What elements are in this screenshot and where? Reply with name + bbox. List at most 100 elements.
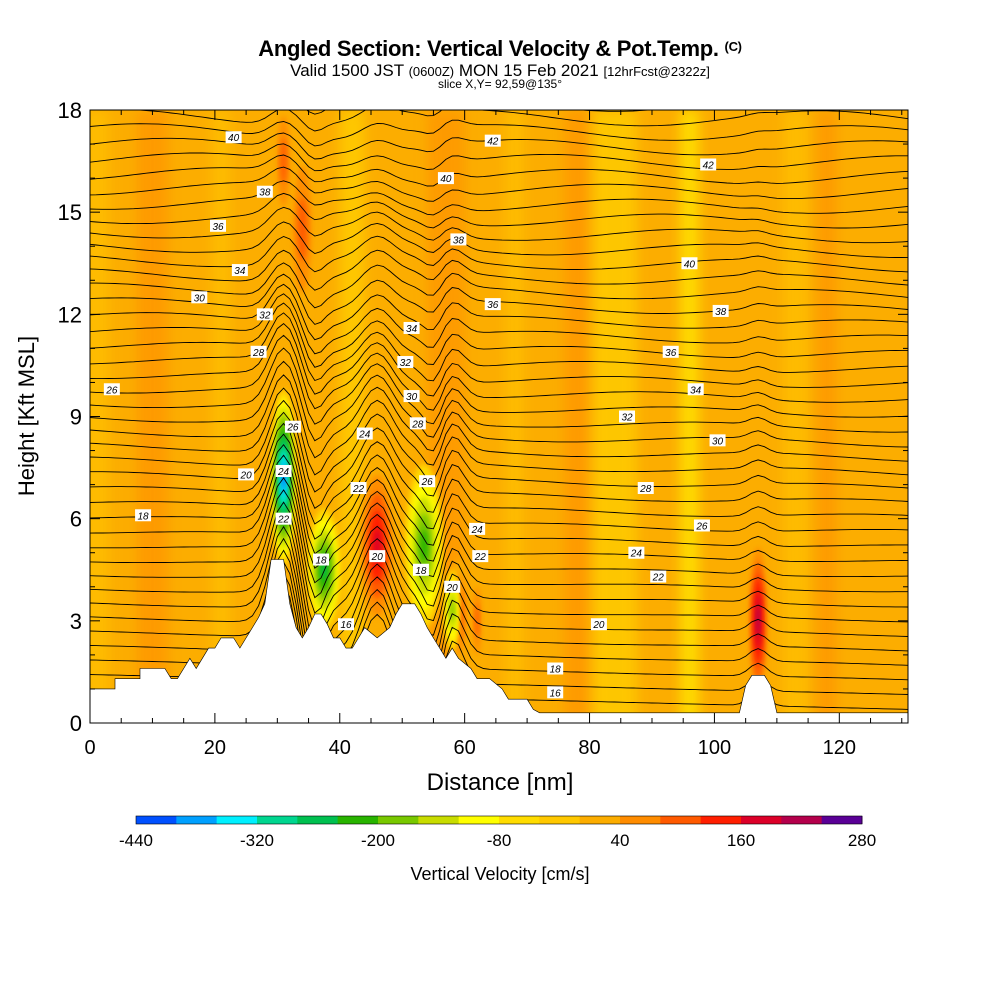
contour-label: 20 [238,468,255,481]
contour-label: 26 [103,383,120,396]
contour-label: 36 [210,219,227,233]
contour-label-text: 40 [228,133,240,144]
contour-label-text: 24 [471,525,484,536]
contour-label-text: 42 [487,137,499,148]
colorbar-tick-label: 280 [848,831,876,850]
isentrope-line [90,192,908,229]
contour-label: 24 [628,546,645,560]
contour-label: 22 [350,482,367,495]
contour-label-bg [472,550,489,563]
contour-label: 38 [256,185,273,199]
contour-label-bg [231,264,248,277]
contour-label-text: 34 [690,385,702,396]
isentrope-line [90,513,908,646]
colorbar-swatch [176,816,218,824]
cell-level [420,529,428,563]
colorbar-swatch [700,816,742,824]
contour-label-bg [250,345,267,358]
x-tick-label: 20 [204,737,226,759]
contour-label-bg [275,512,292,525]
isentrope-line [90,54,908,83]
contour-label-bg [313,553,330,566]
y-tick-label: 18 [58,98,82,123]
colorbar-tick-label: 160 [727,831,755,850]
x-tick-label: 80 [578,737,600,759]
contour-label-bg [409,417,426,430]
isentrope-line [90,283,908,341]
colorbar-tick-label: -320 [240,831,274,850]
contour-label-text: 36 [212,222,224,233]
contour-label-text: 42 [703,160,715,171]
contour-label-bg [712,304,729,317]
contour-label-text: 26 [286,423,299,434]
isentrope-line [90,477,908,599]
y-tick-label: 15 [58,200,82,225]
isentrope-line [90,525,908,662]
colorbar-swatch [539,816,581,824]
colorbar-swatch [660,816,702,824]
isentrope-line [90,399,908,493]
contour-label: 42 [484,134,501,148]
contour-label-bg [484,134,501,147]
contour-label: 20 [369,550,386,563]
contour-label: 24 [356,427,373,441]
contour-label-bg [238,468,255,481]
isentrope-line [90,443,908,555]
contour-label-bg [700,158,717,171]
contour-label: 28 [250,345,267,359]
contour-label: 22 [275,512,292,526]
contour-label-bg [444,580,461,593]
contour-label: 18 [412,563,429,577]
colorbar-swatch [620,816,661,824]
contour-label-bg [403,321,420,334]
contour-label-text: 26 [421,477,434,488]
contour-label: 34 [403,321,420,335]
isentrope-line [90,110,908,132]
isentrope-line [90,119,908,147]
colorbar-tick-label: 40 [611,831,630,850]
contour-label: 26 [284,420,301,434]
contour-label: 18 [547,662,564,676]
contour-label-bg [191,291,208,304]
isentrope-line [90,323,908,397]
isentrope-line [90,143,908,172]
contour-label-text: 18 [315,556,327,567]
colorbar-swatch [781,816,823,824]
colorbar-tick-label: -200 [361,831,395,850]
contour-label-bg [225,131,242,144]
colorbar-swatch [741,816,782,824]
contour-label-bg [412,563,429,576]
contour-label-text: 26 [695,521,708,532]
contour-label: 42 [700,158,717,171]
isentrope-line [90,70,908,97]
contour-label-bg [256,185,273,198]
x-tick-label: 100 [698,737,731,759]
chart-title: Angled Section: Vertical Velocity & Pot.… [258,36,742,61]
contour-label-text: 28 [639,484,652,495]
isentrope-line [90,411,908,509]
contour-label: 36 [662,345,679,359]
contour-label-text: 38 [259,188,271,199]
contour-label-text: 28 [252,348,265,359]
contour-label-bg [275,464,292,477]
contour-label-text: 34 [406,324,418,335]
potential-temperature-contours [90,54,908,723]
contour-label-bg [284,420,301,433]
colorbar: -440 -320 -200 -80 40 160 280 [119,815,876,850]
isentrope-line [90,433,908,540]
contour-label: 18 [135,509,152,522]
updraft-cell [274,110,293,230]
contour-label: 18 [313,553,330,567]
valid-date: MON 15 Feb 2021 [458,61,599,80]
isentrope-line [90,454,908,569]
isentrope-line [90,387,908,476]
field-band [783,110,809,723]
contour-label-text: 22 [352,484,365,495]
isentrope-line [90,249,908,291]
isentrope-line [90,347,908,425]
contour-label: 16 [338,618,355,631]
slice-info: slice X,Y= 92,59@135° [437,77,563,91]
contour-label-text: 16 [550,688,562,699]
contour-label-text: 18 [138,511,150,522]
contour-label-bg [350,482,367,495]
